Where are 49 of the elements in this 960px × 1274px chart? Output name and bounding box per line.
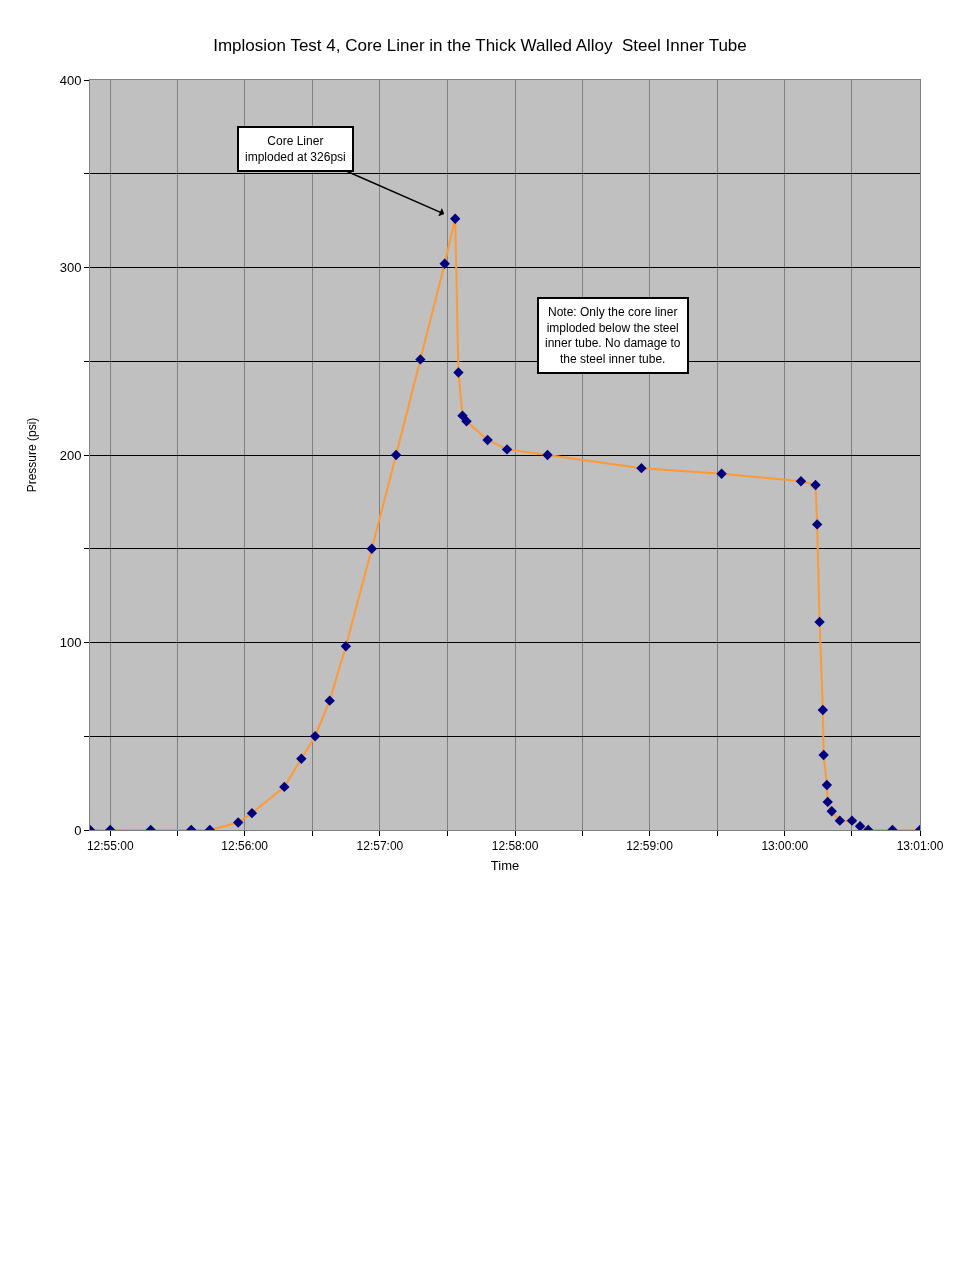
point [817,704,829,716]
point [415,354,426,365]
y-tick-label: 100 [59,635,82,651]
point [811,519,823,530]
x-tick-label: 12:59:00 [626,839,674,854]
chart-title: Implosion Test 4, Core Liner in the Thick Walled Alloy Steel Inner Tube [213,35,747,55]
x-tick-label: 13:00:00 [761,839,809,854]
point [453,367,464,378]
annotation: Core Liner imploded at 326psi [245,134,346,164]
annotation: Note: Only the core liner imploded below the steel inner tube. No damage to the steel inner tube. [545,305,681,366]
point [822,796,833,808]
point [542,449,553,461]
point [279,781,290,793]
point [795,476,807,487]
point [834,815,846,826]
point [296,753,307,764]
point [846,815,858,826]
point [366,543,377,554]
point [482,434,493,446]
point [450,213,461,224]
point [636,462,647,474]
point [246,807,258,819]
x-axis-title: Time [490,858,520,873]
point [826,806,837,817]
point [439,258,450,269]
point [324,695,335,706]
y-tick-label: 0 [74,822,82,838]
point [821,779,833,791]
point [461,416,472,427]
x-tick-label: 12:55:00 [86,839,134,854]
x-tick-label: 12:58:00 [491,839,539,854]
point [340,641,352,652]
point [818,749,829,761]
point [457,410,468,421]
x-tick-label: 13:01:00 [896,839,944,854]
point [814,616,825,628]
point [309,731,321,742]
point [501,444,513,455]
y-tick-label: 400 [59,72,82,88]
point [232,817,244,828]
point [390,449,402,461]
point [716,468,727,479]
point [810,479,821,491]
x-tick-label: 12:57:00 [356,839,404,854]
y-tick-label: 200 [59,447,82,463]
x-tick-label: 12:56:00 [221,839,269,854]
y-tick-label: 300 [59,260,82,276]
point [854,821,866,830]
y-axis-title: Pressure (psi) [25,417,39,493]
